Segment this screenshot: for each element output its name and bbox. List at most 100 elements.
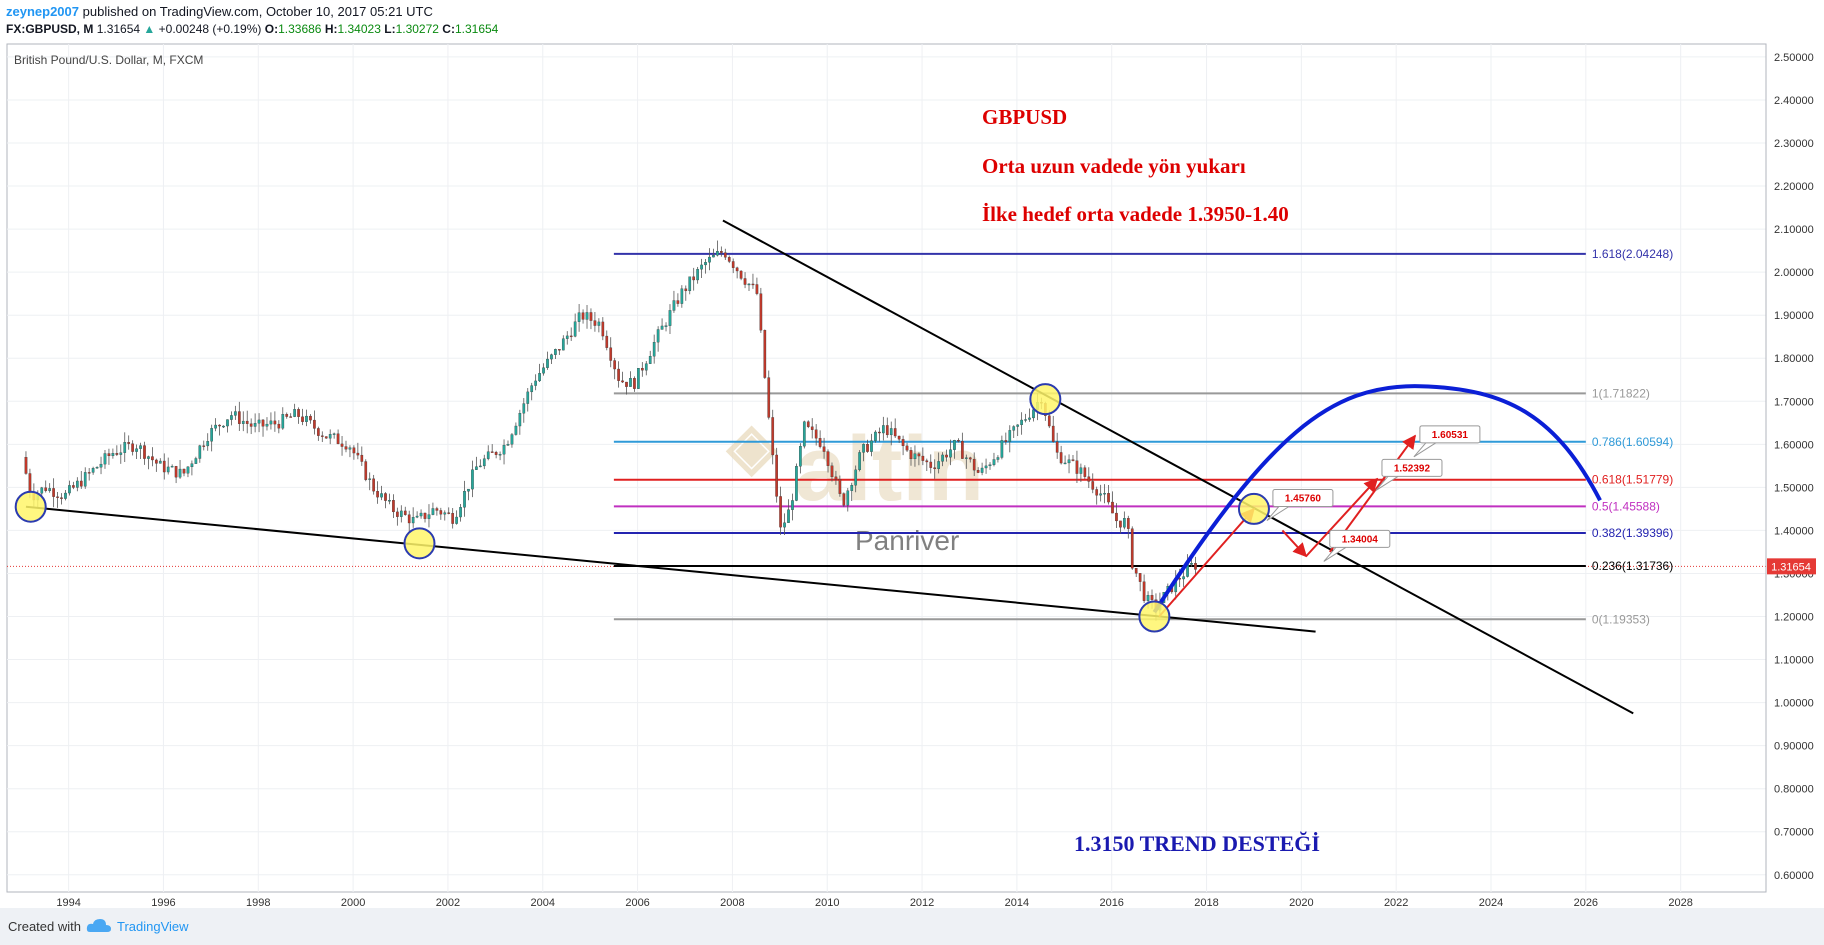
- candle-body: [392, 500, 395, 513]
- candle-body: [56, 496, 59, 498]
- candle-body: [1095, 489, 1099, 496]
- y-tick-label: 2.30000: [1774, 138, 1814, 150]
- candle-body: [968, 457, 972, 460]
- candle-body: [360, 454, 364, 462]
- x-tick-label: 1996: [151, 897, 175, 908]
- candle-body: [629, 378, 632, 387]
- candle-body: [870, 440, 873, 452]
- publisher-name[interactable]: zeynep2007: [6, 4, 79, 19]
- candle-body: [672, 300, 676, 311]
- candle-body: [593, 320, 597, 326]
- candle-body: [1103, 493, 1106, 495]
- fib-label: 0.786(1.60594): [1592, 435, 1673, 449]
- candle-body: [854, 469, 858, 486]
- plot-area[interactable]: [6, 43, 1767, 893]
- y-tick-label: 0.80000: [1774, 784, 1814, 796]
- candle-body: [850, 485, 854, 491]
- candle-body: [79, 480, 83, 487]
- candle-body: [1071, 459, 1075, 461]
- symbol-name: FX:GBPUSD, M: [6, 22, 94, 36]
- candle-body: [905, 445, 909, 451]
- callout-pointer: [1323, 546, 1347, 562]
- candle-body: [1130, 528, 1134, 569]
- candle-body: [984, 465, 988, 469]
- x-tick-label: 2022: [1384, 897, 1408, 908]
- candle-body: [633, 378, 636, 389]
- x-tick-label: 2028: [1668, 897, 1692, 908]
- x-tick-label: 2008: [720, 897, 744, 908]
- callout-value: 1.45760: [1285, 494, 1322, 505]
- candle-body: [486, 451, 490, 459]
- open-value: 1.33686: [278, 22, 322, 36]
- candle-body: [1067, 459, 1071, 464]
- candle-body: [336, 433, 340, 445]
- candle-body: [147, 456, 150, 459]
- candle-body: [107, 453, 111, 457]
- publish-info: zeynep2007 published on TradingView.com,…: [6, 4, 433, 19]
- grid: [7, 44, 1766, 892]
- candle-body: [190, 463, 194, 468]
- candle-body: [605, 335, 609, 348]
- candle-body: [660, 325, 664, 330]
- close-value: 1.31654: [454, 22, 499, 36]
- annotation-line3: İlke hedef orta vadede 1.3950-1.40: [982, 202, 1289, 226]
- candle-body: [546, 358, 549, 368]
- candle-body: [530, 385, 534, 393]
- y-tick-label: 1.20000: [1774, 612, 1814, 624]
- candle-body: [862, 444, 865, 453]
- y-tick-label: 1.40000: [1774, 525, 1814, 537]
- candle-body: [1000, 440, 1004, 458]
- price-chart[interactable]: ◈ altin Panriver 1.618(2.04248) 1(1.71822…: [0, 0, 1824, 908]
- candle-body: [95, 467, 99, 469]
- y-tick-label: 2.00000: [1774, 267, 1814, 279]
- high-label: H:: [324, 22, 338, 36]
- candles: [24, 240, 1197, 621]
- candle-body: [332, 433, 336, 435]
- last-price: 1.31654: [96, 22, 141, 36]
- candle-body: [1190, 563, 1193, 565]
- candle-body: [810, 426, 814, 430]
- candle-body: [526, 391, 530, 404]
- candle-body: [257, 419, 261, 424]
- candle-body: [277, 423, 281, 429]
- candle-body: [451, 513, 455, 524]
- candle-body: [1119, 520, 1122, 528]
- candle-body: [123, 442, 127, 453]
- candle-body: [830, 465, 834, 478]
- candle-body: [265, 423, 269, 427]
- candle-body: [230, 415, 233, 420]
- candle-body: [834, 476, 838, 480]
- published-text: published on TradingView.com, October 10…: [82, 4, 433, 19]
- y-tick-label: 0.60000: [1774, 870, 1814, 882]
- projection-arrow: [1281, 529, 1308, 558]
- candle-body: [941, 454, 944, 462]
- candle-body: [1063, 462, 1067, 465]
- candle-body: [1059, 452, 1063, 464]
- x-tick-label: 2016: [1099, 897, 1123, 908]
- footer: Created with TradingView: [0, 908, 1824, 945]
- candle-body: [889, 428, 893, 436]
- up-arrow-icon: ▲: [143, 22, 156, 36]
- candle-body: [399, 510, 403, 517]
- candle-body: [945, 454, 948, 458]
- candle-body: [1032, 409, 1035, 419]
- candle-body: [376, 491, 379, 498]
- candle-body: [482, 458, 486, 467]
- candle-body: [972, 458, 976, 471]
- candle-body: [261, 419, 265, 427]
- candle-body: [502, 444, 506, 455]
- candle-body: [1051, 425, 1055, 442]
- fib-label: 0.5(1.45588): [1592, 499, 1660, 513]
- candle-body: [1123, 518, 1126, 528]
- price-callouts: 1.45760 1.34004 1.52392 1.60531: [1266, 425, 1481, 562]
- candle-body: [273, 420, 277, 425]
- candle-body: [139, 445, 142, 449]
- candle-body: [356, 452, 360, 456]
- candle-body: [158, 460, 162, 464]
- y-tick-label: 1.50000: [1774, 482, 1814, 494]
- tradingview-link[interactable]: TradingView: [117, 919, 189, 934]
- candle-body: [640, 368, 644, 371]
- x-tick-label: 2024: [1479, 897, 1503, 908]
- candle-body: [747, 283, 751, 286]
- y-tick-label: 1.80000: [1774, 353, 1814, 365]
